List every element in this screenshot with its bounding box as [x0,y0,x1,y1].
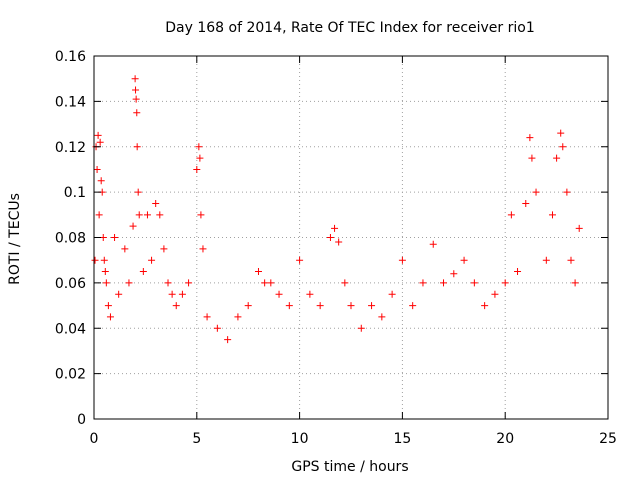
y-tick-label: 0.04 [55,321,86,337]
y-tick-label: 0 [77,412,86,428]
tick-labels: 0 0.02 0.04 0.06 0.08 0.1 0.12 0.14 0.16 0 5 10 15 20… [55,49,617,447]
y-tick-label: 0.14 [55,94,86,110]
x-axis-label: GPS time / hours [291,459,408,475]
axis-ticks [93,55,609,420]
y-tick-label: 0.1 [64,185,86,201]
y-tick-label: 0.12 [55,140,86,156]
x-tick-label: 5 [192,431,201,447]
x-tick-label: 20 [496,431,514,447]
x-tick-label: 10 [291,431,309,447]
y-tick-label: 0.08 [55,231,86,247]
data-point-markers [91,75,583,344]
x-tick-label: 15 [393,431,411,447]
y-tick-label: 0.02 [55,367,86,383]
grid-lines [94,56,608,419]
chart-title: Day 168 of 2014, Rate Of TEC Index for r… [165,20,535,36]
x-tick-label: 25 [599,431,617,447]
y-tick-label: 0.16 [55,49,86,65]
y-tick-label: 0.06 [55,276,86,292]
data-points [91,75,583,344]
x-tick-label: 0 [90,431,99,447]
y-axis-label: ROTI / TECUs [7,193,23,285]
